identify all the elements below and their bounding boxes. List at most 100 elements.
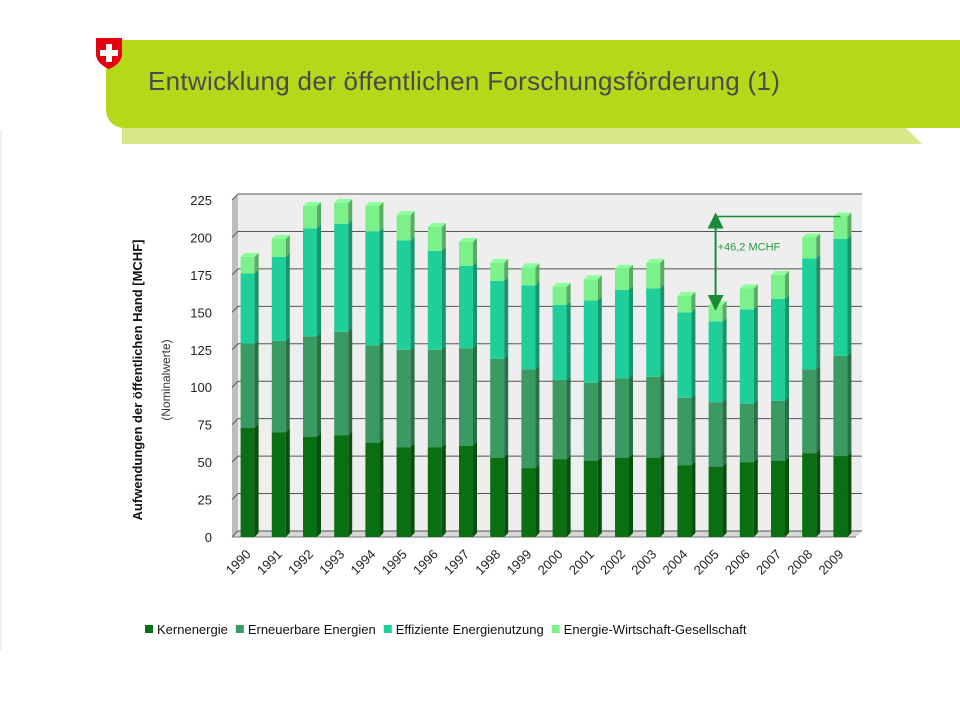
legend: Kernenergie Erneuerbare Energien Effizient… xyxy=(145,622,747,637)
x-tick-label: 2003 xyxy=(628,547,659,578)
gridline-side xyxy=(231,193,239,201)
gridline-side xyxy=(231,268,239,276)
gridline-side xyxy=(231,530,239,538)
y-tick-label: 75 xyxy=(198,418,212,433)
bar-segment xyxy=(365,201,384,232)
bar-segment xyxy=(833,452,852,537)
bar-segment xyxy=(490,453,509,537)
y-tick-label: 100 xyxy=(190,380,212,395)
bar-segment xyxy=(615,285,633,379)
bar-segment xyxy=(365,227,384,346)
x-tick-label: 1990 xyxy=(223,547,254,578)
bar-segment xyxy=(646,453,665,537)
bar-segment xyxy=(427,443,446,537)
bar-segment xyxy=(427,246,446,350)
svg-text:Kernenergie: Kernenergie xyxy=(157,622,228,637)
bar-segment xyxy=(521,281,540,370)
bar-segment xyxy=(583,456,602,537)
bar-segment xyxy=(303,201,321,229)
gridline-side xyxy=(231,231,239,238)
bar-segment xyxy=(365,438,384,537)
x-tick-label: 1997 xyxy=(441,547,472,578)
x-tick-label: 1995 xyxy=(379,547,410,578)
bar-segment xyxy=(521,464,540,537)
y-axis-label: Aufwendungen der öffentlichen Hand [MCHF… xyxy=(130,240,145,521)
x-tick-label: 2002 xyxy=(597,547,628,578)
bar-segment xyxy=(833,234,852,356)
x-tick-label: 2001 xyxy=(566,547,597,578)
bar-segment xyxy=(708,398,727,467)
gridline-side xyxy=(231,418,239,426)
x-tick-label: 2005 xyxy=(691,547,722,578)
annotation: +46,2 MCHF xyxy=(707,212,841,311)
bar-segment xyxy=(646,284,665,377)
bar-segment xyxy=(708,300,727,322)
bar-segment xyxy=(771,396,789,461)
bar-segment xyxy=(459,441,477,537)
bar-segment xyxy=(552,300,571,380)
legend-item: Energie-Wirtschaft-Gesellschaft xyxy=(551,622,747,637)
svg-text:Effiziente Energienutzung: Effiziente Energienutzung xyxy=(396,622,544,637)
bar-segment xyxy=(521,365,540,469)
bar-segment xyxy=(427,345,446,448)
bar-segment xyxy=(490,258,509,281)
bar-segment xyxy=(771,294,789,401)
bar-segment xyxy=(739,458,758,537)
y-axis-sublabel: (Nominalwerte) xyxy=(159,339,173,420)
bar-segment xyxy=(677,393,696,466)
bar-segment xyxy=(396,236,415,350)
bar-segment xyxy=(240,423,259,537)
bar-segment xyxy=(303,332,321,437)
bar-segment xyxy=(615,453,633,537)
x-tick-label: 2006 xyxy=(722,547,753,578)
plot-side-wall xyxy=(232,194,238,537)
bar-segment xyxy=(739,284,758,310)
bar-segment xyxy=(646,258,665,289)
bar-segment xyxy=(615,264,633,290)
bar-segment xyxy=(739,305,758,404)
bar-segment xyxy=(427,222,446,251)
gridline-side xyxy=(231,455,239,463)
bar-segment xyxy=(271,336,290,433)
bar-segment xyxy=(459,261,477,349)
bar-segment xyxy=(708,462,727,537)
bar-segment xyxy=(802,233,821,259)
legend-item: Effiziente Energienutzung xyxy=(383,622,544,637)
bar-segment xyxy=(615,374,633,458)
x-tick-label: 1992 xyxy=(285,547,316,578)
x-tick-label: 1991 xyxy=(254,547,285,578)
y-tick-label: 200 xyxy=(190,230,212,245)
bar-segment xyxy=(490,276,509,359)
header-banner-shadow xyxy=(122,128,922,144)
bar-segment xyxy=(583,296,602,383)
svg-text:Energie-Wirtschaft-Gesellschaf: Energie-Wirtschaft-Gesellschaft xyxy=(564,622,747,637)
x-tick-label: 2000 xyxy=(535,547,566,578)
bar-segment xyxy=(271,428,290,537)
bar-segment xyxy=(240,339,259,428)
y-tick-label: 50 xyxy=(198,455,212,470)
bar-segment xyxy=(552,282,571,305)
bar-segment xyxy=(833,351,852,457)
bar-segment xyxy=(677,291,696,313)
bar-segment xyxy=(396,345,415,448)
bar-segment xyxy=(739,399,758,463)
bar-segment xyxy=(583,275,602,301)
legend-item: Kernenergie xyxy=(145,622,228,637)
legend-item: Erneuerbare Energien xyxy=(235,622,376,637)
x-tick-label: 2004 xyxy=(659,547,690,578)
gridline-side xyxy=(231,343,239,351)
bar-segment xyxy=(459,344,477,446)
bar-segment xyxy=(396,443,415,537)
bar-segment xyxy=(459,237,477,266)
bar-segment xyxy=(771,456,789,537)
x-tick-label: 1994 xyxy=(347,547,378,578)
bar-segment xyxy=(552,455,571,537)
x-tick-label: 1993 xyxy=(316,547,347,578)
bar-segment xyxy=(802,365,821,454)
x-tick-label: 1998 xyxy=(472,547,503,578)
y-tick-label: 225 xyxy=(190,193,212,208)
bar-segment xyxy=(303,432,321,537)
y-tick-label: 150 xyxy=(190,305,212,320)
bar-segment xyxy=(365,341,384,443)
page-title: Entwicklung der öffentlichen Forschungsf… xyxy=(148,66,781,96)
